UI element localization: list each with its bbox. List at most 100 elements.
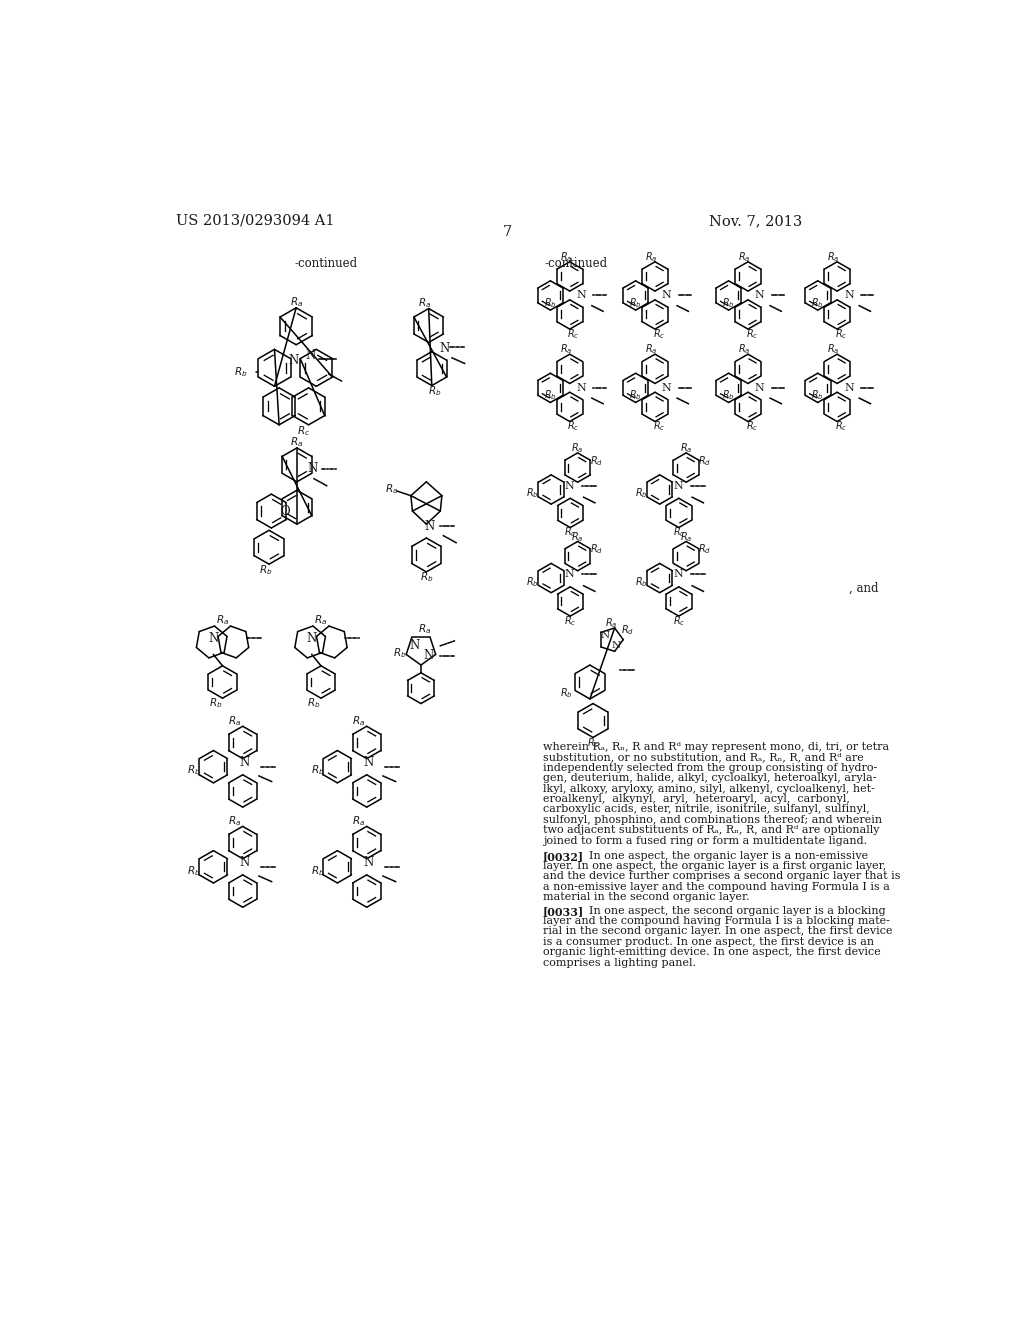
- Text: $R_c$: $R_c$: [652, 327, 665, 341]
- Text: US 2013/0293094 A1: US 2013/0293094 A1: [176, 214, 335, 228]
- Text: N: N: [424, 649, 434, 663]
- Text: $R_b$: $R_b$: [233, 366, 247, 379]
- Text: $R_c$: $R_c$: [564, 614, 577, 627]
- Text: N: N: [439, 342, 450, 355]
- Text: In one aspect, the organic layer is a non-emissive: In one aspect, the organic layer is a no…: [575, 850, 868, 861]
- Text: $R_a$: $R_a$: [645, 343, 657, 356]
- Text: N: N: [410, 639, 420, 652]
- Text: N: N: [662, 290, 672, 301]
- Text: N: N: [305, 348, 315, 362]
- Text: $R_c$: $R_c$: [652, 420, 665, 433]
- Text: N: N: [577, 383, 587, 393]
- Text: $R_c$: $R_c$: [673, 614, 685, 627]
- Text: $R_c$: $R_c$: [567, 420, 580, 433]
- Text: $R_a$: $R_a$: [680, 441, 692, 455]
- Text: [0032]: [0032]: [543, 850, 584, 862]
- Text: $R_a$: $R_a$: [680, 529, 692, 544]
- Text: [0033]: [0033]: [543, 906, 584, 916]
- Text: layer. In one aspect, the organic layer is a first organic layer,: layer. In one aspect, the organic layer …: [543, 861, 886, 871]
- Text: lkyl, alkoxy, aryloxy, amino, silyl, alkenyl, cycloalkenyl, het-: lkyl, alkoxy, aryloxy, amino, silyl, alk…: [543, 784, 874, 793]
- Text: $R_b$: $R_b$: [392, 647, 406, 660]
- Text: N: N: [208, 631, 218, 644]
- Text: $R_b$: $R_b$: [310, 764, 324, 777]
- Text: rial in the second organic layer. In one aspect, the first device: rial in the second organic layer. In one…: [543, 927, 892, 936]
- Text: $R_a$: $R_a$: [290, 296, 303, 309]
- Text: N: N: [844, 290, 854, 301]
- Text: N: N: [364, 756, 374, 770]
- Text: $R_b$: $R_b$: [186, 863, 200, 878]
- Text: N: N: [240, 756, 250, 770]
- Text: $R_c$: $R_c$: [673, 525, 685, 539]
- Text: $R_b$: $R_b$: [722, 296, 735, 310]
- Text: In one aspect, the second organic layer is a blocking: In one aspect, the second organic layer …: [575, 906, 886, 916]
- Text: $R_a$: $R_a$: [385, 483, 398, 496]
- Text: $R_b$: $R_b$: [526, 487, 539, 500]
- Text: and the device further comprises a second organic layer that is: and the device further comprises a secon…: [543, 871, 900, 882]
- Text: gen, deuterium, halide, alkyl, cycloalkyl, heteroalkyl, aryla-: gen, deuterium, halide, alkyl, cycloalky…: [543, 774, 877, 783]
- Text: $R_a$: $R_a$: [560, 251, 572, 264]
- Text: a non-emissive layer and the compound having Formula I is a: a non-emissive layer and the compound ha…: [543, 882, 890, 892]
- Text: two adjacent substituents of Rₐ, Rₙ, R⁣, and Rᵈ are optionally: two adjacent substituents of Rₐ, Rₙ, R⁣,…: [543, 825, 880, 836]
- Text: $R_b$: $R_b$: [209, 697, 222, 710]
- Text: $R_d$: $R_d$: [590, 543, 603, 556]
- Text: substitution, or no substitution, and Rₐ, Rₙ, R⁣, and Rᵈ are: substitution, or no substitution, and Rₐ…: [543, 752, 863, 763]
- Text: comprises a lighting panel.: comprises a lighting panel.: [543, 958, 695, 968]
- Text: $R_b$: $R_b$: [722, 388, 735, 403]
- Text: $R_b$: $R_b$: [259, 564, 272, 577]
- Text: $R_b$: $R_b$: [630, 388, 642, 403]
- Text: $R_b$: $R_b$: [526, 576, 539, 589]
- Text: N: N: [565, 569, 574, 579]
- Text: , and: , and: [849, 582, 879, 595]
- Text: $R_b$: $R_b$: [307, 697, 321, 710]
- Text: $R_a$: $R_a$: [216, 612, 229, 627]
- Text: N: N: [307, 462, 317, 475]
- Text: 7: 7: [503, 224, 512, 239]
- Text: $R_d$: $R_d$: [698, 543, 712, 556]
- Text: $R_a$: $R_a$: [571, 441, 584, 455]
- Text: $R_b$: $R_b$: [544, 296, 557, 310]
- Text: -continued: -continued: [295, 257, 357, 271]
- Text: $R_a$: $R_a$: [604, 616, 617, 630]
- Text: independently selected from the group consisting of hydro-: independently selected from the group co…: [543, 763, 877, 772]
- Text: $R_a$: $R_a$: [291, 436, 303, 449]
- Text: O: O: [281, 504, 290, 517]
- Text: $R_a$: $R_a$: [418, 622, 431, 636]
- Text: sulfonyl, phosphino, and combinations thereof; and wherein: sulfonyl, phosphino, and combinations th…: [543, 814, 882, 825]
- Text: $R_c$: $R_c$: [564, 525, 577, 539]
- Text: $R_b$: $R_b$: [544, 388, 557, 403]
- Text: is a consumer product. In one aspect, the first device is an: is a consumer product. In one aspect, th…: [543, 937, 873, 946]
- Text: Nov. 7, 2013: Nov. 7, 2013: [710, 214, 803, 228]
- Text: $R_d$: $R_d$: [622, 623, 635, 638]
- Text: $R_b$: $R_b$: [560, 686, 573, 701]
- Text: $R_a$: $R_a$: [352, 714, 366, 727]
- Text: N: N: [364, 857, 374, 870]
- Text: N: N: [611, 642, 621, 651]
- Text: $R_b$: $R_b$: [635, 576, 647, 589]
- Text: $R_b$: $R_b$: [428, 384, 441, 397]
- Text: $R_c$: $R_c$: [297, 424, 310, 438]
- Text: N: N: [565, 480, 574, 491]
- Text: $R_c$: $R_c$: [835, 327, 847, 341]
- Text: joined to form a fused ring or form a multidentate ligand.: joined to form a fused ring or form a mu…: [543, 836, 866, 846]
- Text: N: N: [240, 857, 250, 870]
- Text: $R_a$: $R_a$: [228, 714, 242, 727]
- Text: N: N: [662, 383, 672, 393]
- Text: $R_c$: $R_c$: [567, 327, 580, 341]
- Text: N: N: [601, 631, 610, 640]
- Text: $R_a$: $R_a$: [827, 251, 840, 264]
- Text: $R_a$: $R_a$: [738, 343, 751, 356]
- Text: N: N: [306, 631, 316, 644]
- Text: $R_d$: $R_d$: [590, 454, 603, 467]
- Text: wherein Rₐ, Rₙ, R⁣ and Rᵈ may represent mono, di, tri, or tetra: wherein Rₐ, Rₙ, R⁣ and Rᵈ may represent …: [543, 742, 889, 752]
- Text: material in the second organic layer.: material in the second organic layer.: [543, 892, 750, 902]
- Text: carboxylic acids, ester, nitrile, isonitrile, sulfanyl, sulfinyl,: carboxylic acids, ester, nitrile, isonit…: [543, 804, 869, 814]
- Text: organic light-emitting device. In one aspect, the first device: organic light-emitting device. In one as…: [543, 948, 881, 957]
- Text: layer and the compound having Formula I is a blocking mate-: layer and the compound having Formula I …: [543, 916, 890, 927]
- Text: $R_a$: $R_a$: [827, 343, 840, 356]
- Text: $R_c$: $R_c$: [835, 420, 847, 433]
- Text: $R_d$: $R_d$: [698, 454, 712, 467]
- Text: $R_a$: $R_a$: [738, 251, 751, 264]
- Text: $R_a$: $R_a$: [645, 251, 657, 264]
- Text: $R_a$: $R_a$: [228, 814, 242, 828]
- Text: N: N: [755, 290, 765, 301]
